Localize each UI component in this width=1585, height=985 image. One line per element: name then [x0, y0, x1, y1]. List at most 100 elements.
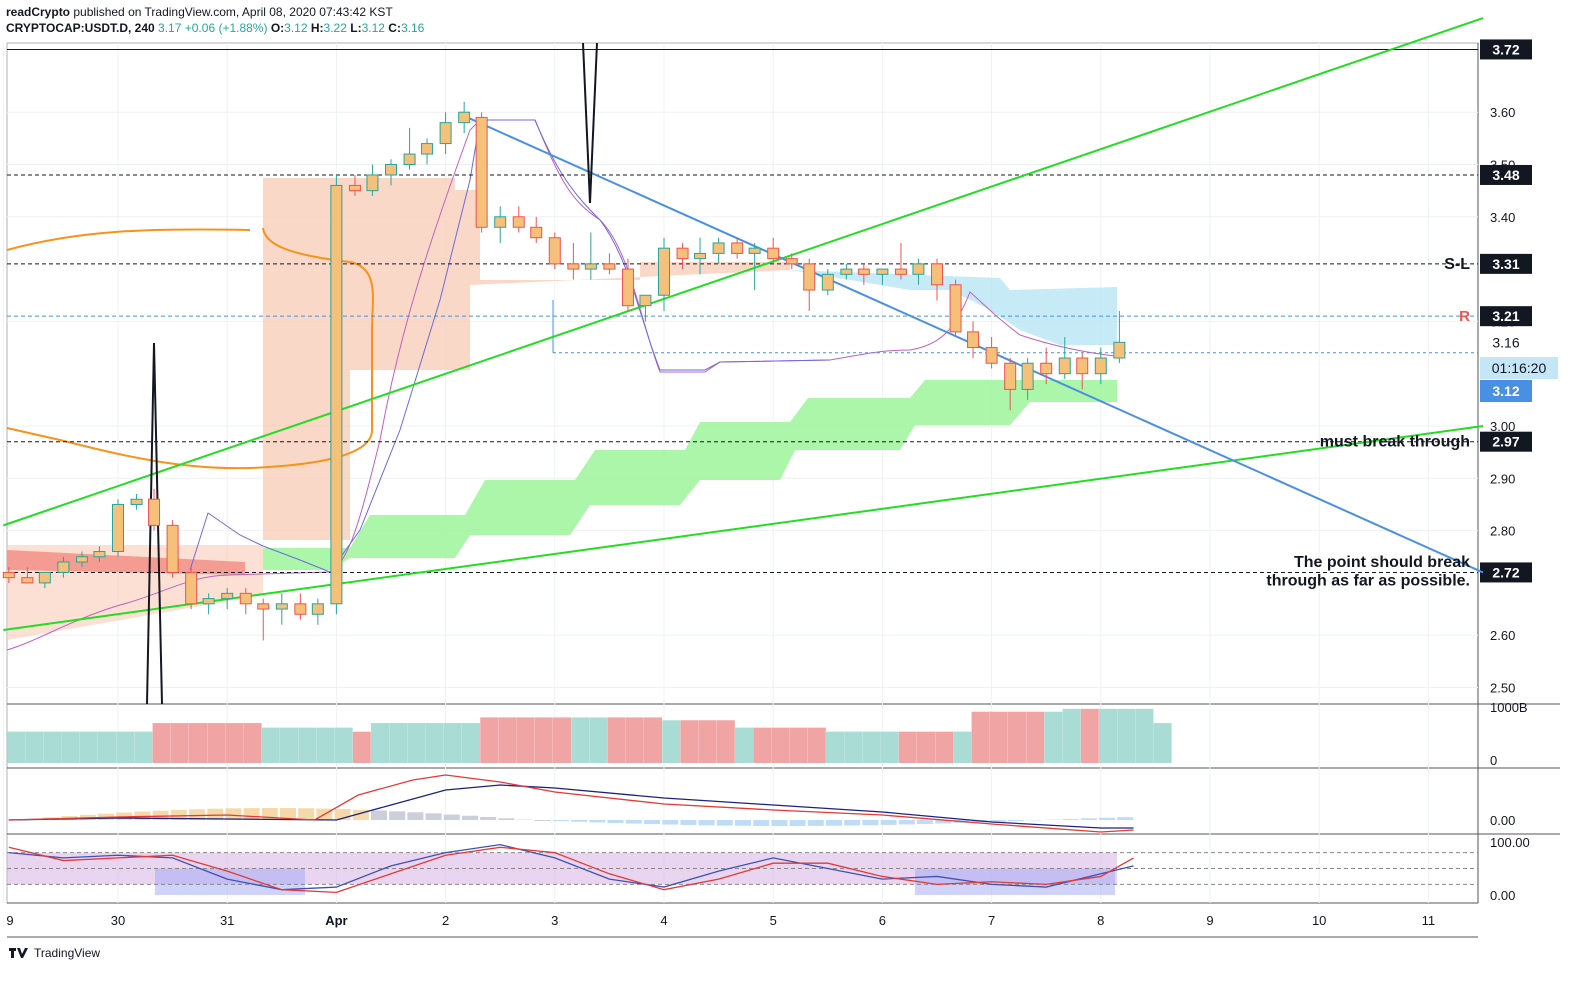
candle-body[interactable] — [785, 258, 798, 265]
candle-body[interactable] — [985, 347, 998, 364]
candle-body[interactable] — [912, 263, 925, 275]
macd-histogram-bar — [462, 815, 478, 820]
candle-body[interactable] — [330, 184, 343, 605]
candle-body[interactable] — [603, 263, 616, 270]
candle-body[interactable] — [967, 331, 980, 349]
candle-body[interactable] — [1040, 362, 1053, 375]
candle-body[interactable] — [57, 561, 70, 573]
candle-body[interactable] — [876, 268, 889, 275]
candle-body[interactable] — [712, 242, 725, 254]
macd-histogram-bar — [425, 813, 442, 820]
candle-body[interactable] — [2, 571, 15, 579]
volume-bar — [1135, 708, 1154, 763]
candle-body[interactable] — [294, 603, 307, 615]
publish-info: published on TradingView.com, April 08, … — [73, 5, 393, 19]
candle-body[interactable] — [840, 268, 853, 275]
candle-body[interactable] — [475, 116, 488, 228]
volume-bar — [789, 727, 808, 763]
candle-body[interactable] — [130, 498, 143, 505]
annotation-resistance[interactable]: R — [1459, 308, 1470, 325]
footer-brand[interactable]: TradingView — [8, 946, 100, 960]
candle-body[interactable] — [348, 184, 361, 192]
volume-bar — [625, 717, 644, 763]
candle-body[interactable] — [1004, 362, 1017, 390]
candle-body[interactable] — [439, 122, 452, 145]
candle-body[interactable] — [1076, 357, 1089, 375]
candle-body[interactable] — [548, 237, 561, 265]
candle-body[interactable] — [676, 247, 689, 260]
volume-bar — [1044, 711, 1063, 763]
annotation-break-line-1[interactable]: The point should break — [1294, 554, 1470, 571]
annotation-must-break[interactable]: must break through — [1320, 434, 1470, 451]
author-name[interactable]: readCrypto — [6, 5, 71, 19]
candle-body[interactable] — [731, 242, 744, 254]
volume-bar — [680, 720, 699, 763]
candle-body[interactable] — [694, 252, 707, 260]
candle-body[interactable] — [275, 603, 288, 610]
candle-body[interactable] — [767, 247, 780, 260]
candle-body[interactable] — [366, 174, 379, 192]
macd-histogram-bar — [680, 820, 697, 825]
volume-bar — [516, 717, 535, 763]
orange-band-line — [6, 227, 374, 470]
candle-body[interactable] — [857, 268, 870, 275]
candle-body[interactable] — [821, 273, 834, 291]
candle-body[interactable] — [93, 551, 106, 558]
trendline-upper-rising[interactable] — [3, 17, 1484, 527]
candle-body[interactable] — [75, 556, 88, 563]
candle-body[interactable] — [38, 571, 51, 584]
candle-body[interactable] — [748, 247, 761, 254]
macd-histogram-bar — [789, 820, 806, 826]
candle-body[interactable] — [639, 294, 652, 307]
candle-body[interactable] — [1113, 341, 1126, 359]
footer-brand-label: TradingView — [34, 946, 101, 960]
candle-body[interactable] — [894, 268, 907, 275]
candle-body[interactable] — [311, 603, 324, 615]
level-price-box — [1480, 431, 1532, 452]
macd-histogram-bar — [261, 808, 278, 820]
volume-bar — [443, 723, 462, 763]
volume-bar — [953, 731, 972, 763]
low-label: L: — [350, 21, 362, 35]
chart-header: readCrypto published on TradingView.com,… — [6, 4, 424, 36]
candle-body[interactable] — [584, 263, 597, 270]
candle-body[interactable] — [803, 263, 816, 291]
candle-body[interactable] — [458, 111, 471, 124]
candle-body[interactable] — [658, 247, 670, 296]
volume-bar — [389, 723, 408, 763]
candle-body[interactable] — [530, 226, 543, 239]
candle-body[interactable] — [403, 153, 416, 165]
candle-body[interactable] — [221, 592, 234, 600]
candle-body[interactable] — [239, 592, 252, 605]
candle-body[interactable] — [21, 577, 34, 584]
candle-body[interactable] — [202, 598, 215, 605]
candle-body[interactable] — [166, 524, 179, 573]
candle-body[interactable] — [148, 498, 161, 526]
candle-body[interactable] — [257, 603, 270, 610]
candle-body[interactable] — [512, 216, 525, 228]
annotation-stop-loss[interactable]: S-L — [1444, 256, 1470, 273]
x-tick-label: 9 — [1206, 913, 1213, 928]
volume-bar — [826, 731, 844, 763]
candle-body[interactable] — [112, 503, 124, 553]
candle-body[interactable] — [185, 571, 198, 605]
candle-body[interactable] — [421, 143, 434, 155]
high-value: 3.22 — [323, 21, 347, 35]
candle-body[interactable] — [494, 216, 507, 228]
stoch-tick-label: 0.00 — [1490, 888, 1515, 903]
candle-body[interactable] — [1021, 362, 1034, 390]
candle-body[interactable] — [567, 263, 580, 270]
candle-body[interactable] — [385, 164, 397, 176]
candle-body[interactable] — [931, 263, 943, 286]
level-price-box — [1480, 562, 1532, 583]
annotation-break-line-2[interactable]: through as far as possible. — [1266, 573, 1470, 590]
candle-body[interactable] — [621, 268, 634, 307]
macd-histogram-bar — [207, 808, 224, 820]
candle-body[interactable] — [1094, 357, 1107, 375]
candle-body[interactable] — [949, 284, 962, 333]
candle-body[interactable] — [1058, 357, 1071, 375]
volume-bar — [61, 731, 80, 763]
macd-histogram-bar — [917, 820, 933, 824]
y-tick-label: 2.90 — [1490, 471, 1515, 486]
